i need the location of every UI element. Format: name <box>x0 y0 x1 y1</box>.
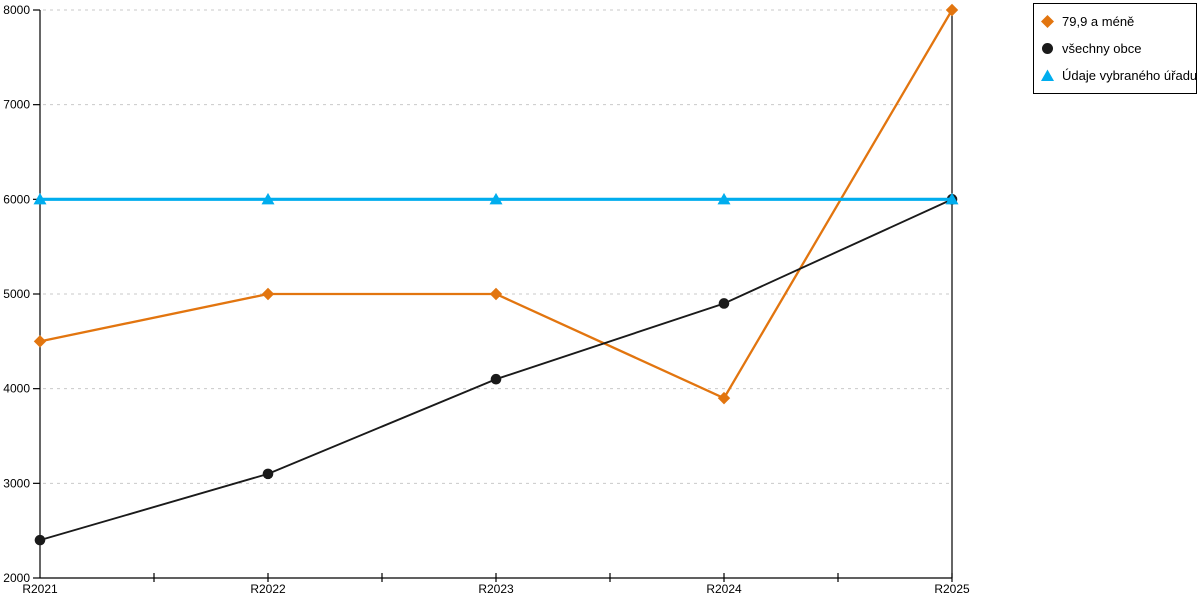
data-point-marker <box>33 192 47 205</box>
data-point-marker <box>490 373 502 385</box>
y-axis-label: 8000 <box>3 3 30 17</box>
legend-item-label: všechny obce <box>1062 41 1142 56</box>
data-point-marker <box>489 192 503 205</box>
data-point-marker <box>945 3 959 17</box>
chart-legend: 79,9 a méně všechny obce Údaje vybraného ú… <box>1033 3 1197 94</box>
y-axis-label: 5000 <box>3 287 30 301</box>
y-axis-label: 3000 <box>3 476 30 490</box>
y-axis-label: 7000 <box>3 98 30 112</box>
legend-item: všechny obce <box>1040 38 1190 60</box>
legend-item: Údaje vybraného úřadu <box>1040 65 1197 87</box>
data-point-marker <box>717 391 731 405</box>
legend-item-label: Údaje vybraného úřadu <box>1062 68 1198 83</box>
data-point-marker <box>717 192 731 205</box>
data-point-marker <box>945 192 959 205</box>
data-point-marker <box>261 192 275 205</box>
x-axis-label: R2021 <box>22 582 58 596</box>
y-axis-label: 2000 <box>3 571 30 585</box>
legend-item: 79,9 a méně <box>1040 11 1190 33</box>
y-axis-label: 4000 <box>3 382 30 396</box>
series-line <box>39 198 953 542</box>
data-point-marker <box>718 298 730 309</box>
x-axis-label: R2024 <box>706 582 742 596</box>
x-axis-label: R2025 <box>934 582 970 596</box>
triangle-icon <box>1041 69 1054 81</box>
x-axis-label: R2022 <box>250 582 286 596</box>
data-point-marker <box>34 534 46 546</box>
data-point-marker <box>489 287 503 301</box>
diamond-icon <box>1041 15 1054 28</box>
circle-icon <box>1042 43 1053 54</box>
x-axis-label: R2023 <box>478 582 514 596</box>
data-point-marker <box>261 287 275 301</box>
y-axis-label: 6000 <box>3 192 30 206</box>
data-point-marker <box>262 468 274 480</box>
legend-item-label: 79,9 a méně <box>1062 14 1135 29</box>
data-point-marker <box>33 335 47 348</box>
